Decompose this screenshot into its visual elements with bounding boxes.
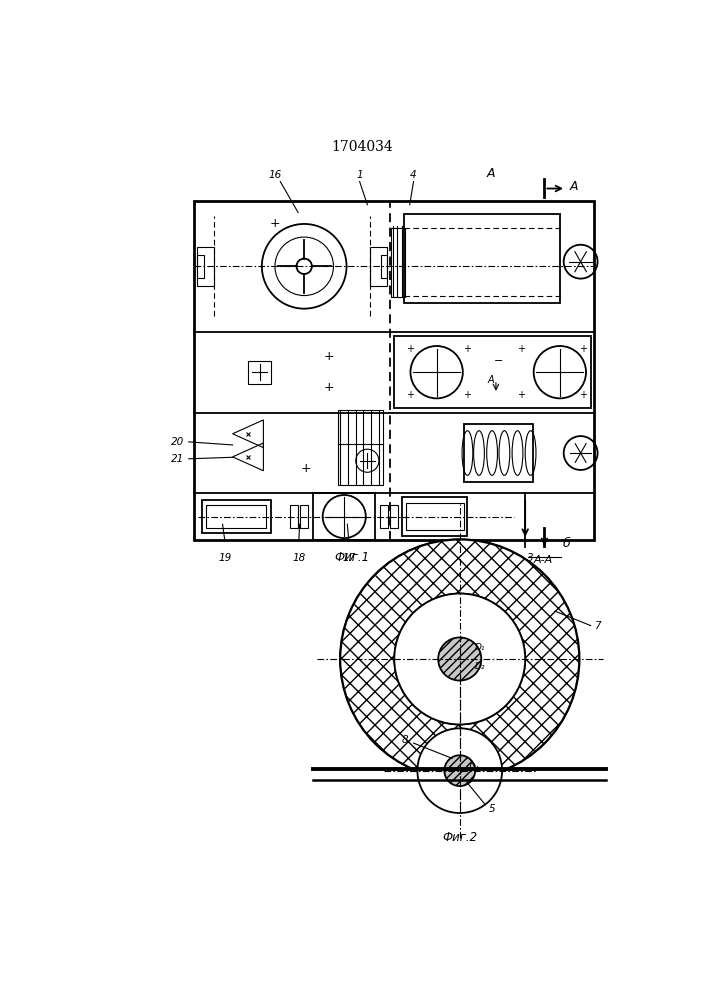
Text: 17: 17 [342, 553, 356, 563]
Bar [201, 500, 271, 533]
Bar [313, 493, 375, 540]
Bar [390, 505, 398, 528]
Text: −: − [493, 356, 503, 366]
Circle shape [417, 728, 502, 813]
Text: 18: 18 [292, 553, 305, 563]
Text: 8: 8 [402, 735, 408, 745]
Bar [402, 497, 467, 536]
Bar [300, 505, 308, 528]
Bar [406, 503, 464, 530]
Text: 16: 16 [269, 170, 281, 180]
Text: А: А [487, 375, 494, 385]
Text: +: + [464, 390, 472, 400]
Text: +: + [406, 390, 414, 400]
Text: 1: 1 [356, 170, 363, 180]
Text: 1704034: 1704034 [331, 140, 393, 154]
Text: +: + [579, 344, 587, 354]
Text: +: + [518, 390, 525, 400]
Bar [197, 247, 214, 286]
Text: б: б [562, 537, 570, 550]
Text: +: + [579, 390, 587, 400]
Text: +: + [300, 462, 311, 475]
Bar [291, 505, 298, 528]
Bar [206, 505, 267, 528]
Text: +: + [324, 350, 334, 363]
Bar [464, 424, 533, 482]
Text: D₂: D₂ [475, 662, 486, 671]
Text: 4: 4 [410, 170, 417, 180]
Bar [380, 505, 388, 528]
Text: 20: 20 [171, 437, 184, 447]
Text: А-А: А-А [533, 555, 553, 565]
Text: 19: 19 [218, 553, 231, 563]
Text: +: + [406, 344, 414, 354]
Bar [380, 255, 387, 278]
Bar [391, 228, 405, 297]
Text: 7: 7 [595, 621, 601, 631]
Text: Фиг.2: Фиг.2 [442, 831, 477, 844]
Text: +: + [464, 344, 472, 354]
Bar [404, 214, 560, 303]
Text: D₄: D₄ [469, 763, 479, 772]
Bar [248, 361, 271, 384]
Text: 21: 21 [171, 454, 184, 464]
Bar [370, 247, 387, 286]
Text: 3: 3 [527, 553, 534, 563]
Circle shape [444, 755, 475, 786]
Text: 5: 5 [489, 804, 495, 814]
Text: А: А [569, 180, 578, 193]
Circle shape [438, 637, 481, 681]
Bar [338, 410, 382, 485]
Text: А: А [486, 167, 495, 180]
Circle shape [340, 540, 579, 778]
Bar [395, 336, 590, 408]
Text: +: + [324, 381, 334, 394]
Circle shape [395, 594, 525, 724]
Text: +: + [518, 344, 525, 354]
Bar [197, 255, 204, 278]
Circle shape [296, 259, 312, 274]
Text: D₁: D₁ [475, 643, 486, 652]
Bar [194, 201, 595, 540]
Text: +: + [269, 217, 280, 230]
Text: Фиг.1: Фиг.1 [334, 551, 370, 564]
